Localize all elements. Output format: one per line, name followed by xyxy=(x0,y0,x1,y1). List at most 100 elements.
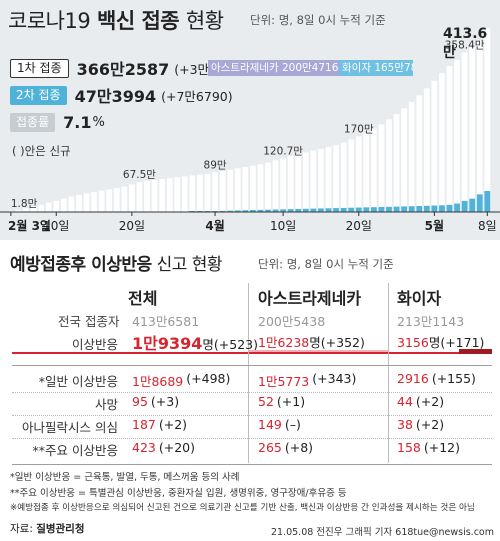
second-dose-bar xyxy=(272,209,279,212)
first-dose-bar xyxy=(250,165,256,212)
first-dose-bar xyxy=(212,172,218,212)
footnote-3: ※예방접종 후 이상반응으로 의심되어 신고된 건으로 의료기관 신고를 기반 … xyxy=(10,503,475,513)
x-tick-label: 20일 xyxy=(119,219,145,233)
x-tick-label: 10일 xyxy=(270,219,296,233)
second-dose-bar xyxy=(257,209,264,212)
second-dose-bar xyxy=(242,210,249,212)
detail-row-label: *일반 이상반응 xyxy=(38,374,118,389)
credit-line: 21.05.08 전진우 그래픽 기자 618tue@newsis.com xyxy=(270,527,494,538)
first-dose-bar xyxy=(423,88,430,212)
section2-title-rest: 신고 현황 xyxy=(156,255,223,275)
second-dose-bar xyxy=(310,208,317,212)
breakdown-bar: 아스트라제네카 200만4716 화이자 165만7871 xyxy=(208,60,413,76)
detail-pfizer-change: (+12) xyxy=(423,440,460,455)
detail-astra-change: (+343) xyxy=(312,371,357,386)
column-divider-2 xyxy=(388,283,389,463)
first-dose-bar xyxy=(431,80,438,212)
first-dose-bar xyxy=(197,174,203,212)
first-dose-bar xyxy=(416,95,423,212)
last-value-label: 413.6만 xyxy=(443,26,488,61)
first-dose-bar xyxy=(23,208,29,212)
first-dose-bar xyxy=(60,198,67,212)
detail-total-change: (+498) xyxy=(186,371,231,386)
reaction-total-change: (+523) xyxy=(213,337,258,352)
first-dose-bar xyxy=(401,108,408,212)
first-dose-bar xyxy=(53,200,60,212)
first-dose-bar xyxy=(219,171,226,212)
detail-pfizer-value: 38 xyxy=(397,417,413,432)
first-dose-bar xyxy=(325,147,332,212)
title-prefix: 코로나19 xyxy=(8,9,91,33)
detail-pfizer-value: 2916 xyxy=(397,371,429,386)
detail-astra-change: (+1) xyxy=(276,394,306,409)
first-dose-bar xyxy=(476,40,483,212)
first-dose-bar xyxy=(461,52,468,213)
first-dose-bar xyxy=(113,187,120,212)
rate-row: 접종률 7.1 % xyxy=(10,112,105,132)
second-dose-bar xyxy=(393,206,400,212)
first-dose-bar xyxy=(174,177,181,212)
second-dose-value: 47만3994 xyxy=(74,87,157,106)
first-dose-bar xyxy=(189,175,196,212)
second-dose-bar xyxy=(476,194,483,212)
reaction-astra-ratio-fill xyxy=(249,352,388,354)
second-dose-bar xyxy=(340,207,347,212)
page-title: 코로나19 백신 접종 현황 xyxy=(8,5,224,35)
detail-astra-value: 149 xyxy=(258,417,282,432)
first-dose-bar xyxy=(30,206,37,212)
second-dose-bar xyxy=(302,208,309,212)
first-dose-bar xyxy=(68,196,75,212)
first-dose-bar xyxy=(159,179,166,212)
detail-total-change: (+3) xyxy=(150,394,180,409)
x-tick-label: 8일 xyxy=(478,219,497,233)
x-tick-label: 5월 xyxy=(425,218,444,233)
second-dose-bar xyxy=(439,205,445,212)
first-dose-bar xyxy=(136,181,143,212)
first-dose-bar xyxy=(91,191,97,212)
first-dose-bar xyxy=(363,132,370,212)
first-dose-bar xyxy=(355,136,362,212)
detail-astra-change: (–) xyxy=(284,417,301,432)
detail-total-value: 187 xyxy=(132,417,156,432)
source-label: 자료: xyxy=(10,523,33,535)
data-label: 1.8만 xyxy=(11,198,38,210)
second-dose-bar xyxy=(469,198,476,212)
first-dose-bar xyxy=(227,169,234,212)
first-dose-bar xyxy=(302,152,309,212)
first-dose-bar xyxy=(38,204,45,212)
reaction-astra-value: 1만6238 xyxy=(258,335,310,350)
first-dose-bar xyxy=(348,139,355,212)
first-dose-bar xyxy=(121,186,128,212)
first-dose-bar xyxy=(83,193,90,212)
first-dose-bar xyxy=(408,102,415,212)
first-dose-bar xyxy=(272,160,279,212)
first-dose-bar xyxy=(446,66,453,212)
second-dose-bar xyxy=(431,205,438,212)
astra-segment: 아스트라제네카 200만4716 xyxy=(208,60,339,76)
reaction-pfizer-ratio-line xyxy=(389,352,459,354)
detail-pfizer-value: 158 xyxy=(397,440,421,455)
rate-unit: % xyxy=(92,114,105,130)
change-note: ( )안은 신규 xyxy=(12,144,71,158)
second-dose-bar xyxy=(423,205,430,212)
first-dose-bar xyxy=(280,158,287,212)
detail-row-label: **주요 이상반응 xyxy=(32,443,118,458)
first-dose-bar xyxy=(166,178,173,212)
second-dose-bar xyxy=(348,207,355,212)
detail-astra-value: 1만5773 xyxy=(258,374,310,389)
section2-title: 예방접종후 이상반응 신고 현황 xyxy=(10,250,223,275)
detail-pfizer-change: (+2) xyxy=(415,394,445,409)
second-dose-badge: 2차 접종 xyxy=(10,85,67,105)
detail-total-value: 1만8689 xyxy=(132,374,184,389)
detail-total-value: 95 xyxy=(132,394,148,409)
second-dose-bar xyxy=(378,207,385,212)
first-dose-bar xyxy=(469,47,476,213)
second-dose-change: (+7만6790) xyxy=(161,88,233,104)
data-label: 67.5만 xyxy=(123,169,156,181)
first-dose-bar xyxy=(257,164,264,212)
first-dose-bar xyxy=(378,124,385,212)
first-dose-bar xyxy=(439,73,445,212)
reaction-pfizer-value: 3156 xyxy=(397,335,429,350)
first-dose-bar xyxy=(151,179,158,212)
